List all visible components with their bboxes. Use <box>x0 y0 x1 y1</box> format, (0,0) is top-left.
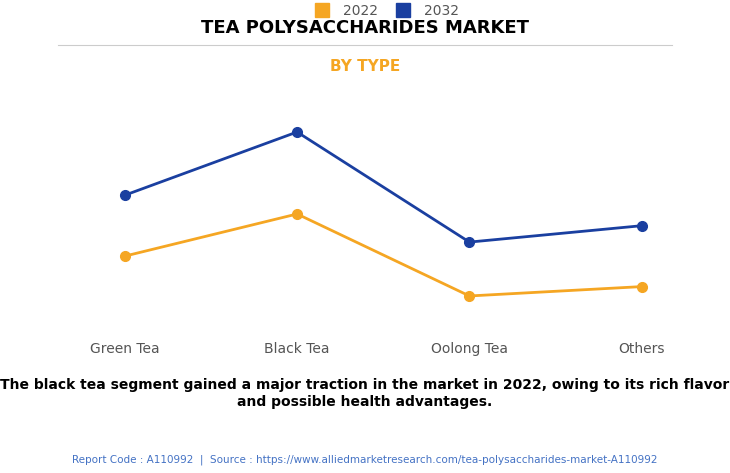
Text: The black tea segment gained a major traction in the market in 2022, owing to it: The black tea segment gained a major tra… <box>1 378 729 409</box>
Legend: 2022, 2032: 2022, 2032 <box>302 0 464 24</box>
Text: TEA POLYSACCHARIDES MARKET: TEA POLYSACCHARIDES MARKET <box>201 19 529 37</box>
Text: Report Code : A110992  |  Source : https://www.alliedmarketresearch.com/tea-poly: Report Code : A110992 | Source : https:/… <box>72 454 658 464</box>
Text: BY TYPE: BY TYPE <box>330 59 400 74</box>
